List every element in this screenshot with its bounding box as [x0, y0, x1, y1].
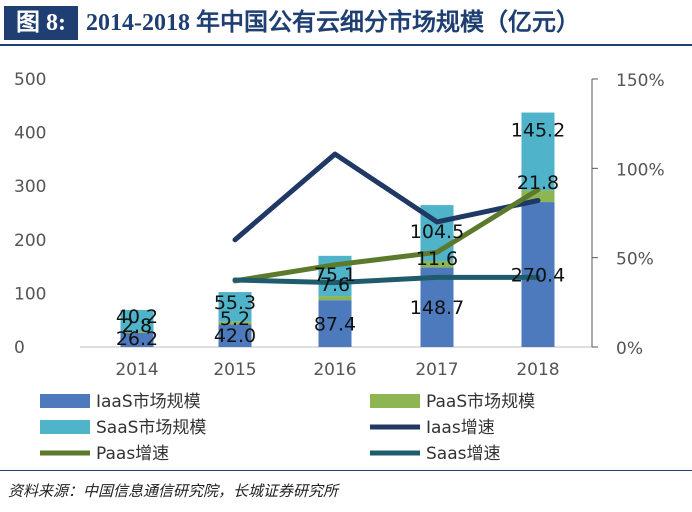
- data-label-iaas: 26.2: [116, 328, 158, 350]
- x-tick-label: 2016: [313, 360, 356, 380]
- data-label-paas: 11.6: [416, 248, 458, 270]
- legend-label-saas: SaaS市场规模: [96, 418, 206, 438]
- legend-label-saas_growth: Saas增速: [426, 444, 500, 464]
- y2-tick-label: 100%: [616, 160, 665, 180]
- bar-saas-2015: [218, 292, 252, 322]
- bar-saas-2014: [120, 309, 154, 332]
- bar-iaas-2014: [120, 332, 154, 347]
- data-label-iaas: 42.0: [214, 325, 256, 347]
- chart-axes: 0 100 200 300 400 500 0% 50% 100% 150% 2014 2015 201…: [14, 70, 665, 380]
- data-label-paas: 2.8: [122, 315, 152, 337]
- data-label-iaas: 148.7: [410, 297, 464, 319]
- line-iaas_growth: [232, 151, 541, 243]
- footer-divider: [0, 470, 692, 471]
- y-tick-label: 500: [14, 70, 46, 90]
- bar-iaas-2017: [420, 267, 454, 347]
- bar-iaas-2016: [318, 300, 352, 347]
- chart-legend: IaaS市场规模 PaaS市场规模 SaaS市场规模 Iaas增速 Paas增速 Saas…: [40, 392, 535, 464]
- bar-paas-2016: [318, 296, 352, 301]
- bar-paas-2018: [521, 190, 555, 203]
- chart-data-labels: 26.22.840.2 42.05.255.3 87.4 7.675.1 148.7 11…: [116, 119, 565, 350]
- y-tick-label: 300: [14, 177, 46, 197]
- data-label-paas: 7.6: [320, 274, 350, 296]
- x-tick-label: 2017: [415, 360, 458, 380]
- bar-paas-2015: [218, 321, 252, 325]
- y-tick-label: 200: [14, 231, 46, 251]
- x-tick-label: 2018: [516, 360, 559, 380]
- data-label-saas: 40.2: [116, 306, 158, 328]
- chart-bars: [120, 112, 555, 347]
- bar-paas-2014: [120, 331, 154, 333]
- legend-swatch-iaas: [40, 394, 90, 408]
- y2-tick-label: 0%: [616, 339, 643, 359]
- figure-header: 图 8: 2014-2018 年中国公有云细分市场规模（亿元）: [0, 0, 692, 46]
- y2-tick-label: 150%: [616, 71, 665, 91]
- bar-iaas-2015: [218, 324, 252, 347]
- data-label-saas: 75.1: [314, 264, 356, 286]
- bar-iaas-2018: [521, 202, 555, 347]
- figure-title: 2014-2018 年中国公有云细分市场规模（亿元）: [86, 10, 580, 36]
- legend-swatch-saas: [40, 420, 90, 434]
- y-tick-label: 0: [14, 338, 25, 358]
- data-label-saas: 55.3: [214, 292, 256, 314]
- legend-label-paas: PaaS市场规模: [426, 392, 535, 412]
- legend-label-iaas: IaaS市场规模: [96, 392, 201, 412]
- y-tick-label: 100: [14, 284, 46, 304]
- y-tick-label: 400: [14, 124, 46, 144]
- data-label-paas: 21.8: [517, 172, 559, 194]
- chart-area: 0 100 200 300 400 500 0% 50% 100% 150% 2014 2015 201…: [14, 70, 665, 464]
- legend-swatch-paas: [370, 394, 420, 408]
- source-note: 资料来源：中国信息通信研究院，长城证券研究所: [8, 482, 339, 500]
- data-label-iaas: 87.4: [314, 314, 356, 336]
- legend-label-paas_growth: Paas增速: [96, 444, 169, 464]
- bar-paas-2017: [420, 261, 454, 268]
- header-divider: [0, 44, 692, 46]
- line-paas_growth: [232, 187, 541, 284]
- data-label-iaas: 270.4: [511, 265, 565, 287]
- line-saas_growth: [232, 274, 541, 286]
- data-label-saas: 145.2: [511, 119, 565, 141]
- data-label-paas: 5.2: [220, 308, 250, 330]
- x-tick-label: 2015: [213, 360, 256, 380]
- bar-saas-2018: [521, 112, 555, 191]
- x-tick-label: 2014: [115, 360, 158, 380]
- chart-lines: [232, 151, 541, 286]
- data-label-saas: 104.5: [410, 221, 464, 243]
- y2-tick-label: 50%: [616, 250, 654, 270]
- figure-number-badge: 图 8:: [4, 6, 78, 40]
- legend-label-iaas_growth: Iaas增速: [426, 418, 495, 438]
